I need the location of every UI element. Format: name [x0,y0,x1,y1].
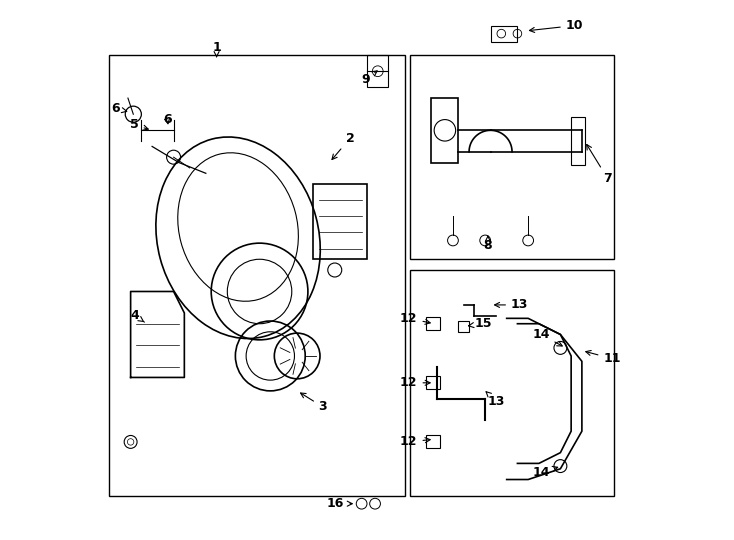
Bar [432,98,458,163]
Text: 14: 14 [532,466,558,479]
Text: 12: 12 [400,435,430,448]
Bar [426,376,440,389]
Text: 6: 6 [112,103,127,116]
Bar [410,270,614,496]
Bar [426,435,440,448]
Bar [410,55,614,259]
Bar [490,25,517,42]
Text: 8: 8 [484,236,493,252]
Text: 1: 1 [212,40,221,57]
Text: 16: 16 [327,497,352,510]
Text: 13: 13 [495,299,528,312]
Text: 10: 10 [529,19,584,32]
Text: 6: 6 [163,113,172,126]
Text: 4: 4 [131,309,145,322]
Text: 11: 11 [586,350,621,365]
Text: 3: 3 [300,393,327,414]
Text: 14: 14 [532,328,562,346]
Text: 15: 15 [468,317,492,330]
Text: 5: 5 [130,118,148,131]
Bar [426,318,440,330]
Bar [458,321,469,332]
Text: 12: 12 [400,376,430,389]
Bar [109,55,404,496]
Bar [571,117,584,165]
Text: 12: 12 [400,312,430,325]
Text: 13: 13 [486,392,505,408]
Bar [313,184,367,259]
Text: 2: 2 [332,132,355,159]
Text: 9: 9 [361,71,377,86]
Bar [367,55,388,87]
Text: 7: 7 [586,145,612,185]
